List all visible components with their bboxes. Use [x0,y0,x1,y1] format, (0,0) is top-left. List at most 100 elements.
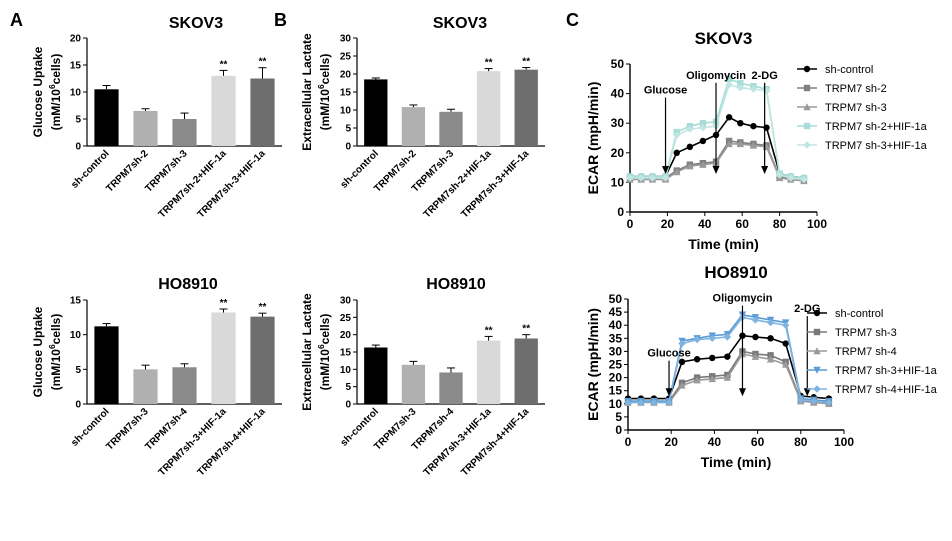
data-point [782,340,789,347]
annotation-label: Oligomycin [713,293,773,305]
bar [364,79,388,146]
y-tick-label: 0 [345,400,351,411]
x-tick-label: TRPM7sh-2+HIF-1a [422,148,494,220]
bar [172,367,197,404]
data-point [678,381,686,389]
y-tick-label: 30 [609,344,623,358]
data-point [673,131,681,139]
line-chart-ecar-skov3: SKOV3 ECAR (mpH/min) Time (min) 0 10 20 30 40 50… [585,29,928,252]
y-tick-label: 25 [340,52,352,63]
y-axis-label: Extracellular Lactate [300,293,314,411]
annotation-arrow-head [662,166,670,174]
bar [211,312,236,404]
annotation-arrow-head [803,388,811,397]
y-tick-label: 30 [340,296,352,307]
bar [133,369,158,404]
bar [172,119,197,146]
data-point [825,398,833,407]
y-tick-label: 35 [609,331,623,345]
bar [439,372,463,404]
data-point [749,85,758,93]
data-point [736,140,745,148]
data-point [725,75,733,82]
bar [439,111,463,146]
data-point [775,171,784,179]
legend-label: TRPM7 sh-4 [835,346,897,358]
legend-label: TRPM7 sh-2+HIF-1a [825,121,928,133]
y-tick-label: 10 [609,397,623,411]
y-tick-label: 20 [70,34,82,45]
y-tick-label: 0 [615,423,622,437]
data-point [725,140,733,148]
data-point [750,122,757,130]
data-point [708,334,716,342]
y-axis-label: Extracellular Lactate [300,33,314,151]
y-axis-label: Glucose Uptake [31,46,45,137]
x-tick-label: TRPM7sh-3+HIF-1a [459,148,531,220]
chart-title: HO8910 [704,263,767,282]
bar [94,89,119,146]
y-tick-label: 15 [340,88,352,99]
legend-label: TRPM7 sh-3 [835,327,897,339]
x-tick-label: 100 [834,435,854,449]
data-point [693,335,701,344]
bar [401,364,426,404]
y-tick-label: 40 [611,87,625,101]
data-point [800,175,808,184]
data-point [709,354,716,362]
annotation-arrow-head [738,388,746,397]
series-line [628,316,829,404]
x-tick-label: 40 [698,217,712,231]
y-tick-label: 20 [611,146,625,160]
panel-label-b: B [274,10,287,30]
significance-label: ** [259,302,267,313]
chart-title: HO8910 [426,276,486,293]
bar [514,338,538,404]
significance-label: ** [522,324,530,335]
bar [250,78,275,146]
data-point [693,376,701,384]
y-axis-label: Glucose Uptake [31,306,45,397]
data-point [813,366,821,374]
y-tick-label: 15 [609,384,623,398]
x-tick-label: TRPM7sh-3+HIF-1a [196,148,268,220]
data-point [699,123,707,132]
x-tick-label: TRPM7sh-4+HIF-1a [459,406,531,478]
annotation-arrow-head [712,166,720,174]
y-tick-label: 5 [75,365,81,376]
x-tick-label: TRPM7sh-3+HIF-1a [157,406,229,478]
y-tick-label: 50 [609,292,623,306]
bar [364,347,388,404]
legend-label: TRPM7 sh-3+HIF-1a [835,365,938,377]
x-tick-label: TRPM7sh-4+HIF-1a [196,406,268,478]
data-point [803,65,811,73]
y-tick-label: 0 [75,142,81,153]
y-tick-label: 10 [340,106,352,117]
data-point [648,174,657,182]
x-tick-label: 0 [625,435,632,449]
bar [133,110,158,146]
data-point [725,81,733,89]
y-tick-label: 10 [70,330,82,341]
x-tick-label: TRPM7sh-3+HIF-1a [422,406,494,478]
data-point [803,122,811,130]
data-point [699,160,707,168]
data-point [673,168,681,176]
data-point [673,149,680,156]
data-point [797,396,805,404]
legend-label: TRPM7 sh-3 [825,102,887,114]
significance-label: ** [259,57,267,68]
data-point [766,355,775,363]
chart-title: SKOV3 [695,29,753,48]
y-tick-label: 30 [340,34,352,45]
data-point [626,174,634,182]
x-tick-label: sh-control [69,406,112,449]
data-point [650,398,658,407]
y-tick-label: 25 [340,313,352,324]
bar [94,326,119,404]
y-tick-label: 5 [75,115,81,126]
annotation-arrow-head [761,166,769,174]
y-axis-unit-label: (mM/106cells) [316,54,332,131]
x-axis-label: Time (min) [701,454,772,470]
data-point [686,143,694,151]
